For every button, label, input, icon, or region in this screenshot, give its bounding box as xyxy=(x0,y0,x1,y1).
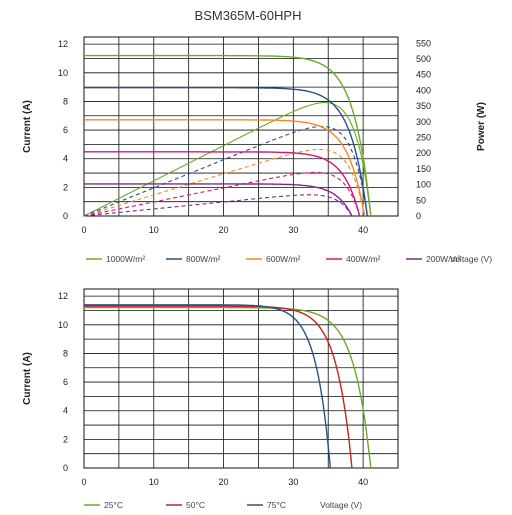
series-iv-line xyxy=(84,305,353,469)
series-iv-line xyxy=(84,183,353,217)
series-pv-line xyxy=(83,148,366,217)
series-pv-line xyxy=(83,194,353,217)
x-tick-label: 40 xyxy=(358,477,368,487)
y2-tick-label: 0 xyxy=(416,211,421,221)
series-iv-line xyxy=(84,304,331,469)
series-iv-line xyxy=(84,54,372,217)
x-tick-label: 0 xyxy=(81,225,86,235)
y-tick-label: 4 xyxy=(63,406,68,416)
y-tick-label: 0 xyxy=(63,463,68,473)
y2-tick-label: 300 xyxy=(416,117,431,127)
y2-tick-label: 500 xyxy=(416,54,431,64)
x-tick-label: 0 xyxy=(81,477,86,487)
y2-tick-label: 400 xyxy=(416,85,431,95)
series-pv-line xyxy=(83,171,361,217)
y-tick-label: 10 xyxy=(58,68,68,78)
legend-label: 50°C xyxy=(186,500,205,510)
y-tick-label: 6 xyxy=(63,125,68,135)
x-tick-label: 20 xyxy=(219,477,229,487)
y-tick-label: 10 xyxy=(58,320,68,330)
y-tick-label: 0 xyxy=(63,211,68,221)
legend-label: 25°C xyxy=(104,500,123,510)
legend-label: 200W/m² xyxy=(426,254,461,264)
legend-label: 400W/m² xyxy=(346,254,381,264)
series-iv-line xyxy=(84,306,372,469)
x-tick-label: 10 xyxy=(149,477,159,487)
x-tick-label: 10 xyxy=(149,225,159,235)
chart-2-temperature: 0 10 20 30 40 0 2 4 6 8 10 12 Current (A) 25°C 50°C 75°… xyxy=(22,288,399,510)
legend-label: 600W/m² xyxy=(266,254,301,264)
legend-label: 75°C xyxy=(267,500,286,510)
y-tick-label: 2 xyxy=(63,434,68,444)
y2-tick-label: 550 xyxy=(416,38,431,48)
legend-label: 1000W/m² xyxy=(106,254,145,264)
y2-tick-label: 450 xyxy=(416,70,431,80)
series-pv-line xyxy=(83,102,372,217)
y2-tick-label: 50 xyxy=(416,195,426,205)
y-axis-label: Current (A) xyxy=(22,100,33,153)
y-tick-label: 8 xyxy=(63,348,68,358)
y2-tick-label: 200 xyxy=(416,148,431,158)
y-tick-label: 12 xyxy=(58,291,68,301)
x-axis-label: Voltage (V) xyxy=(320,500,362,510)
series-iv-line xyxy=(84,87,368,217)
y2-tick-label: 100 xyxy=(416,180,431,190)
x-tick-label: 40 xyxy=(358,225,368,235)
y-tick-label: 6 xyxy=(63,377,68,387)
plot-frame xyxy=(83,288,399,469)
chart-title: BSM365M-60HPH xyxy=(195,8,302,23)
series-iv-line xyxy=(84,119,366,217)
x-tick-label: 30 xyxy=(288,477,298,487)
plot-frame xyxy=(83,36,399,217)
legend-label: 800W/m² xyxy=(186,254,221,264)
y-tick-label: 8 xyxy=(63,96,68,106)
y-tick-label: 2 xyxy=(63,182,68,192)
y-tick-label: 12 xyxy=(58,39,68,49)
series-iv-line xyxy=(84,151,361,217)
y-tick-label: 4 xyxy=(63,154,68,164)
x-axis-label: Voltage (V) xyxy=(450,254,492,264)
x-tick-label: 20 xyxy=(219,225,229,235)
y-axis-label: Current (A) xyxy=(22,352,33,405)
y2-tick-label: 250 xyxy=(416,132,431,142)
y2-axis-label: Power (W) xyxy=(476,102,487,151)
x-tick-label: 30 xyxy=(288,225,298,235)
y2-tick-label: 150 xyxy=(416,164,431,174)
y2-tick-label: 350 xyxy=(416,101,431,111)
